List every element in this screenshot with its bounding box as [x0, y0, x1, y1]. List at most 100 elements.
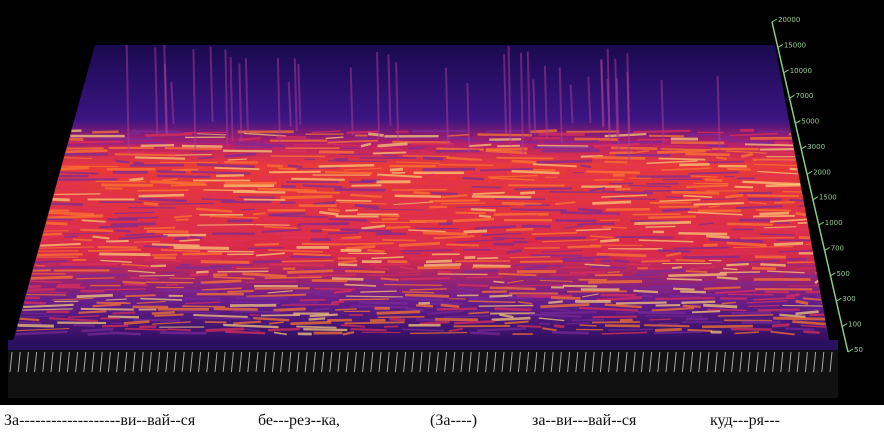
streak — [693, 201, 745, 206]
streak — [21, 312, 47, 315]
streak — [688, 251, 744, 258]
streak — [417, 265, 460, 270]
streak — [725, 150, 767, 154]
streak — [683, 255, 740, 259]
streak — [224, 49, 229, 147]
streak — [814, 279, 819, 285]
streak — [592, 200, 632, 205]
streak — [42, 234, 64, 240]
streak — [235, 296, 289, 300]
streak — [233, 190, 286, 194]
ruler-tick — [550, 351, 554, 373]
streak — [773, 150, 795, 155]
streak — [795, 299, 809, 305]
ruler-tick — [280, 351, 284, 373]
streak — [189, 204, 240, 208]
ruler-tick — [271, 351, 275, 373]
streak — [671, 190, 720, 195]
streak — [498, 272, 537, 277]
streak — [514, 187, 573, 191]
streak — [27, 291, 67, 294]
streak — [339, 201, 387, 205]
streak — [76, 277, 115, 280]
streak — [491, 316, 531, 322]
streak — [600, 59, 605, 126]
streak — [422, 156, 444, 161]
streak — [300, 224, 359, 229]
streak — [154, 313, 184, 317]
streak — [224, 152, 257, 158]
streak — [145, 132, 193, 137]
streak — [346, 130, 379, 135]
ruler-tick — [222, 351, 226, 373]
streak — [154, 47, 159, 134]
streak — [706, 234, 730, 239]
frequency-tick-label: 1000 — [825, 219, 843, 227]
streak — [786, 263, 816, 267]
ruler-tick — [148, 351, 152, 373]
streak — [609, 197, 657, 201]
streak — [80, 307, 134, 311]
streak — [592, 315, 637, 319]
streak — [73, 323, 96, 327]
frequency-tick — [777, 43, 784, 48]
streak — [429, 199, 480, 203]
streak — [293, 252, 332, 257]
frequency-tick — [806, 170, 813, 175]
frequency-tick — [783, 69, 789, 74]
streak — [395, 62, 400, 141]
streak — [748, 304, 780, 308]
streak — [604, 303, 642, 309]
streak — [303, 328, 348, 332]
streak — [360, 290, 397, 293]
ruler-tick — [419, 351, 423, 373]
streak — [523, 265, 549, 271]
streak — [552, 331, 589, 335]
streak — [99, 224, 138, 229]
streak — [436, 307, 478, 311]
streak — [443, 174, 469, 178]
streak — [213, 243, 244, 247]
ruler-tick — [140, 351, 144, 373]
streak — [225, 226, 251, 230]
streak — [43, 232, 62, 236]
streak — [324, 171, 373, 175]
streak — [497, 144, 520, 148]
streak — [308, 208, 321, 213]
streak — [342, 330, 355, 336]
streak — [757, 168, 774, 171]
ruler-tick — [468, 351, 472, 373]
streak — [246, 293, 307, 298]
streak — [502, 214, 538, 218]
streak — [588, 279, 643, 284]
streak — [452, 291, 472, 294]
streak — [601, 248, 640, 252]
streak — [124, 327, 168, 331]
streak — [327, 207, 340, 213]
streak — [687, 328, 713, 332]
streak — [143, 245, 169, 248]
streak — [596, 296, 642, 302]
streak — [77, 273, 127, 278]
ruler-tick — [444, 351, 448, 373]
ruler-tick — [632, 351, 636, 373]
streak — [805, 243, 812, 246]
streak — [34, 264, 45, 267]
streak — [566, 168, 617, 172]
streak — [51, 202, 83, 206]
streak — [302, 184, 343, 189]
streak — [510, 208, 567, 212]
streak — [715, 156, 727, 160]
streak — [670, 141, 725, 145]
streak — [108, 331, 141, 336]
streak — [507, 279, 524, 284]
streak — [477, 256, 499, 260]
ruler-tick — [698, 351, 702, 373]
streak — [539, 279, 573, 283]
streak — [626, 263, 651, 267]
streak — [227, 158, 248, 161]
streak — [501, 201, 542, 206]
streak — [113, 211, 155, 215]
streak — [727, 167, 751, 171]
ruler-tick — [239, 351, 243, 373]
